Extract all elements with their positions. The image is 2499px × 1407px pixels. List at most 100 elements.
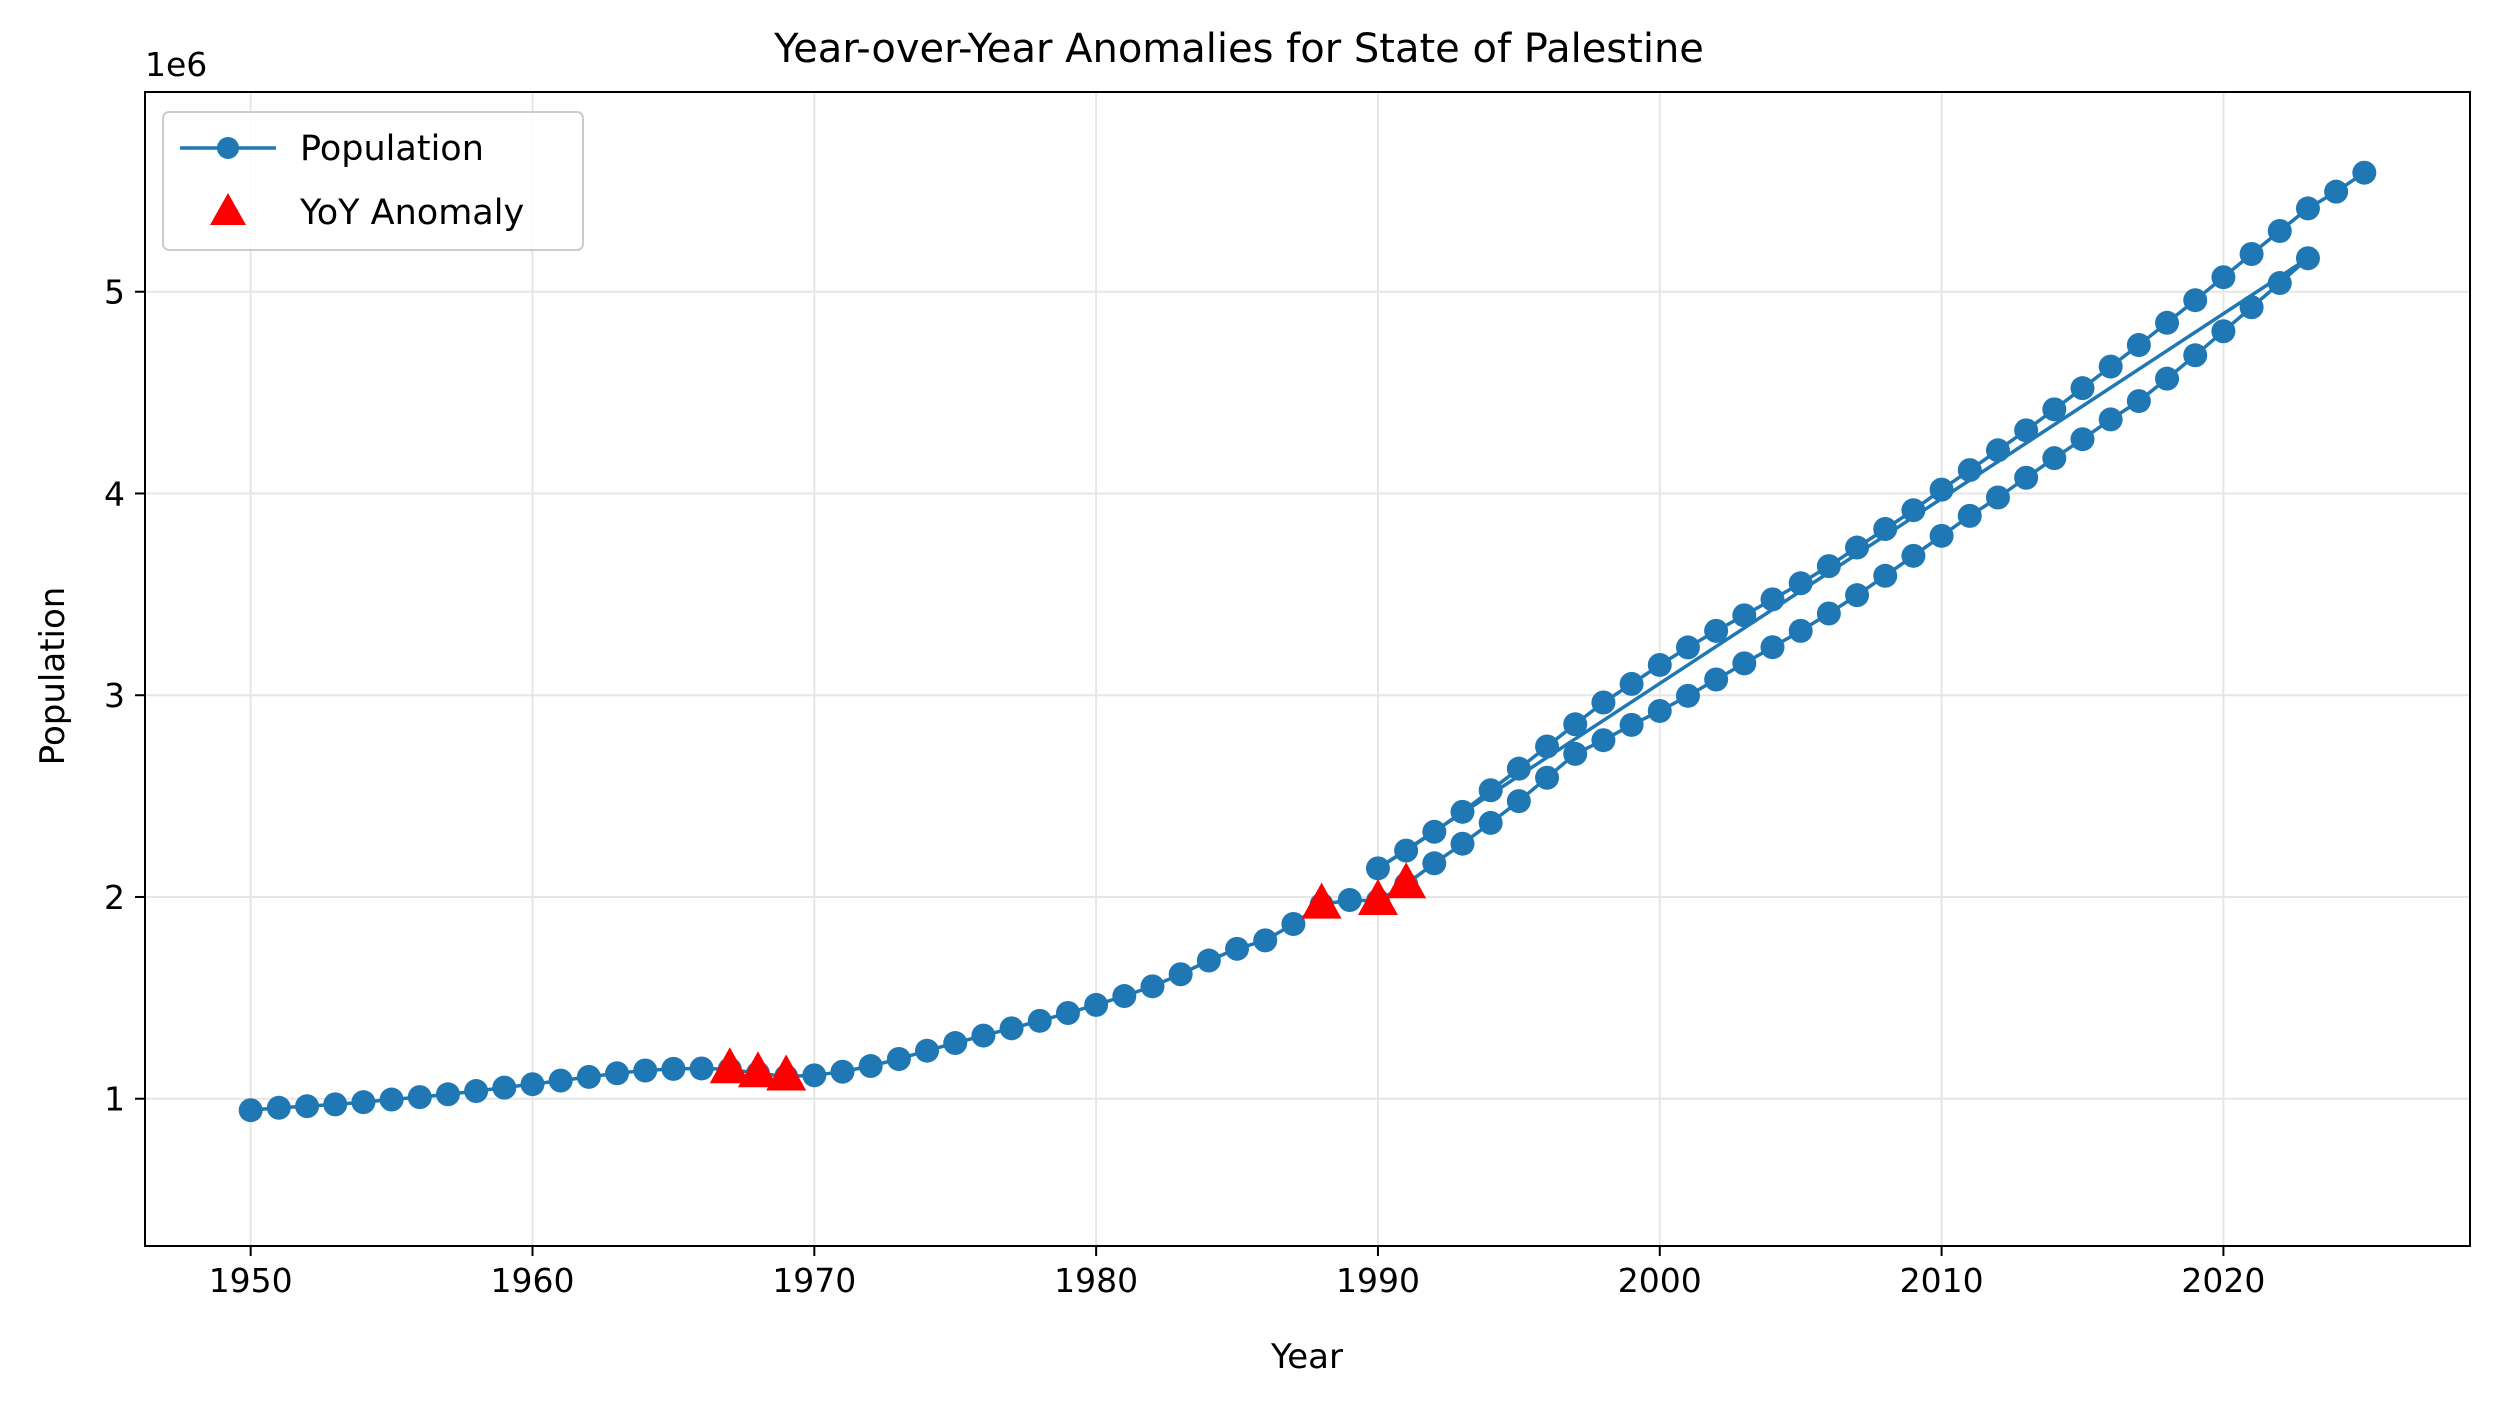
population-data-point — [1873, 516, 1898, 541]
legend: Population YoY Anomaly — [162, 111, 584, 251]
anomaly-marker — [1357, 879, 1398, 916]
population-data-point — [689, 1056, 714, 1081]
population-data-point — [379, 1087, 404, 1112]
population-data-point — [2267, 271, 2292, 296]
population-data-point — [2126, 332, 2151, 357]
population-data-point — [435, 1082, 460, 1107]
population-data-point — [1563, 712, 1588, 737]
tick-layer: 1950 1960 1970 1980 1990 2000 2010 2020 1 2 3 4 5 — [104, 273, 2265, 1300]
population-data-point — [1563, 741, 1588, 766]
population-data-point — [266, 1095, 291, 1120]
population-data-point — [999, 1016, 1024, 1041]
population-data-point — [1957, 458, 1982, 483]
population-data-point — [1816, 601, 1841, 626]
population-data-point — [1619, 712, 1644, 737]
population-data-point — [1929, 477, 1954, 502]
population-data-point — [1675, 683, 1700, 708]
population-data-point — [1788, 571, 1813, 596]
population-data-point — [1845, 535, 1870, 560]
population-data-point — [1591, 690, 1616, 715]
population-data-point — [943, 1031, 968, 1056]
population-data-point — [2014, 418, 2039, 443]
legend-anomaly-label: YoY Anomaly — [299, 193, 524, 233]
population-data-point — [2352, 160, 2377, 185]
population-data-point — [2267, 219, 2292, 244]
population-data-point — [1788, 618, 1813, 643]
population-data-point — [1478, 778, 1503, 803]
anomaly-marker — [1386, 862, 1427, 899]
population-data-point — [520, 1072, 545, 1097]
population-data-point — [1816, 554, 1841, 579]
population-data-point — [1591, 728, 1616, 753]
x-tick-label: 2000 — [1618, 1261, 1702, 1300]
population-data-point — [407, 1085, 432, 1110]
anomaly-marker — [709, 1047, 750, 1084]
population-data-point — [802, 1063, 827, 1088]
chart-title: Year-over-Year Anomalies for State of Pa… — [773, 26, 1704, 72]
population-data-point — [1704, 618, 1729, 643]
population-data-point — [1027, 1008, 1052, 1033]
population-data-point — [2324, 179, 2349, 204]
population-data-point — [2211, 319, 2236, 344]
population-data-point — [1760, 635, 1785, 660]
population-data-point — [1506, 756, 1531, 781]
population-data-point — [2014, 465, 2039, 490]
population-data-point — [633, 1058, 658, 1083]
y-offset-label: 1e6 — [145, 45, 207, 84]
population-data-point — [1901, 498, 1926, 523]
anomaly-marker — [1301, 882, 1342, 919]
population-data-point — [1732, 603, 1757, 628]
population-data-point — [2155, 310, 2180, 335]
population-data-point — [1873, 563, 1898, 588]
x-tick-label: 1980 — [1054, 1261, 1138, 1300]
anomaly-marker — [766, 1054, 807, 1091]
population-data-point — [1845, 583, 1870, 608]
population-data-point — [2183, 288, 2208, 313]
population-data-point — [1337, 888, 1362, 913]
population-data-point — [915, 1038, 940, 1063]
population-data-point — [1112, 984, 1137, 1009]
population-data-point — [2042, 446, 2067, 471]
y-tick-label: 1 — [104, 1080, 125, 1119]
population-data-point — [2098, 407, 2123, 432]
population-data-point — [1619, 671, 1644, 696]
population-data-point — [1901, 543, 1926, 568]
population-data-point — [1394, 838, 1419, 863]
y-tick-label: 2 — [104, 878, 125, 917]
population-data-point — [238, 1098, 263, 1123]
population-data-point — [1704, 667, 1729, 692]
population-data-point — [1647, 698, 1672, 723]
population-data-point — [605, 1061, 630, 1086]
population-data-point — [1422, 851, 1447, 876]
x-tick-label: 2010 — [1900, 1261, 1984, 1300]
population-data-point — [1422, 819, 1447, 844]
x-tick-label: 2020 — [2181, 1261, 2265, 1300]
population-data-point — [886, 1046, 911, 1071]
population-data-point — [971, 1023, 996, 1048]
population-data-point — [830, 1059, 855, 1084]
population-data-point — [1985, 438, 2010, 463]
population-data-point — [2042, 397, 2067, 422]
population-data-point — [2070, 427, 2095, 452]
population-data-point — [2211, 265, 2236, 290]
population-data-point — [1055, 1000, 1080, 1025]
population-data-point — [464, 1079, 489, 1104]
population-data-point — [576, 1064, 601, 1089]
population-data-point — [1140, 974, 1165, 999]
x-tick-label: 1970 — [772, 1261, 856, 1300]
population-data-point — [1196, 948, 1221, 973]
plot-frame — [144, 91, 2471, 1247]
legend-population-marker-icon — [217, 137, 239, 159]
y-tick-label: 4 — [104, 474, 125, 513]
population-data-point — [2183, 343, 2208, 368]
population-data-point — [1168, 962, 1193, 987]
population-data-point — [2239, 295, 2264, 320]
legend-population-label: Population — [300, 129, 484, 169]
population-data-point — [2098, 354, 2123, 379]
population-data-point — [1957, 503, 1982, 528]
population-data-point — [1535, 734, 1560, 759]
population-data-point — [661, 1056, 686, 1081]
population-data-point — [2295, 196, 2320, 221]
x-tick-label: 1990 — [1336, 1261, 1420, 1300]
